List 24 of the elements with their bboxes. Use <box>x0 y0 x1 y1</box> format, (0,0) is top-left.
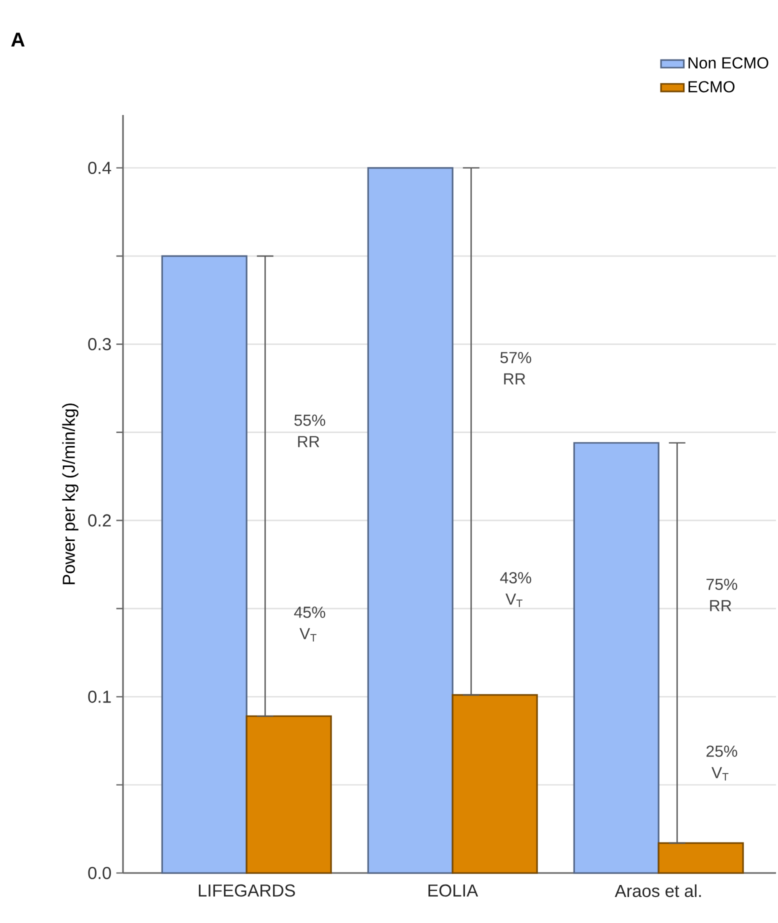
x-tick-label: EOLIA <box>428 884 478 897</box>
y-tick-label: 0.0 <box>88 866 111 880</box>
bar <box>658 842 744 874</box>
y-tick-label: 0.4 <box>88 162 112 174</box>
annotation: 25% V$_{T}$ <box>706 746 738 780</box>
annotation: 57% RR <box>500 352 532 384</box>
chart-title: A <box>11 32 25 46</box>
legend-label: Non ECMO <box>688 57 768 69</box>
bar <box>367 167 454 874</box>
y-tick-label: 0.1 <box>88 690 111 703</box>
bar <box>161 255 248 874</box>
bar <box>452 694 538 874</box>
x-tick-label: LIFEGARDS <box>198 884 295 897</box>
bar <box>573 442 660 874</box>
annotation: 43% V$_{T}$ <box>500 572 532 608</box>
y-axis-title: Power per kg (J/min/kg) <box>62 404 78 584</box>
annotation: 45% V$_{T}$ <box>294 606 326 642</box>
legend-label: ECMO <box>688 81 734 92</box>
y-tick-label: 0.2 <box>88 514 111 527</box>
annotation: 75% RR <box>706 578 738 612</box>
y-tick-label: 0.3 <box>88 338 111 350</box>
x-tick-label: Araos et al. <box>614 884 701 898</box>
bar <box>246 715 332 874</box>
annotation: 55% RR <box>294 414 326 448</box>
